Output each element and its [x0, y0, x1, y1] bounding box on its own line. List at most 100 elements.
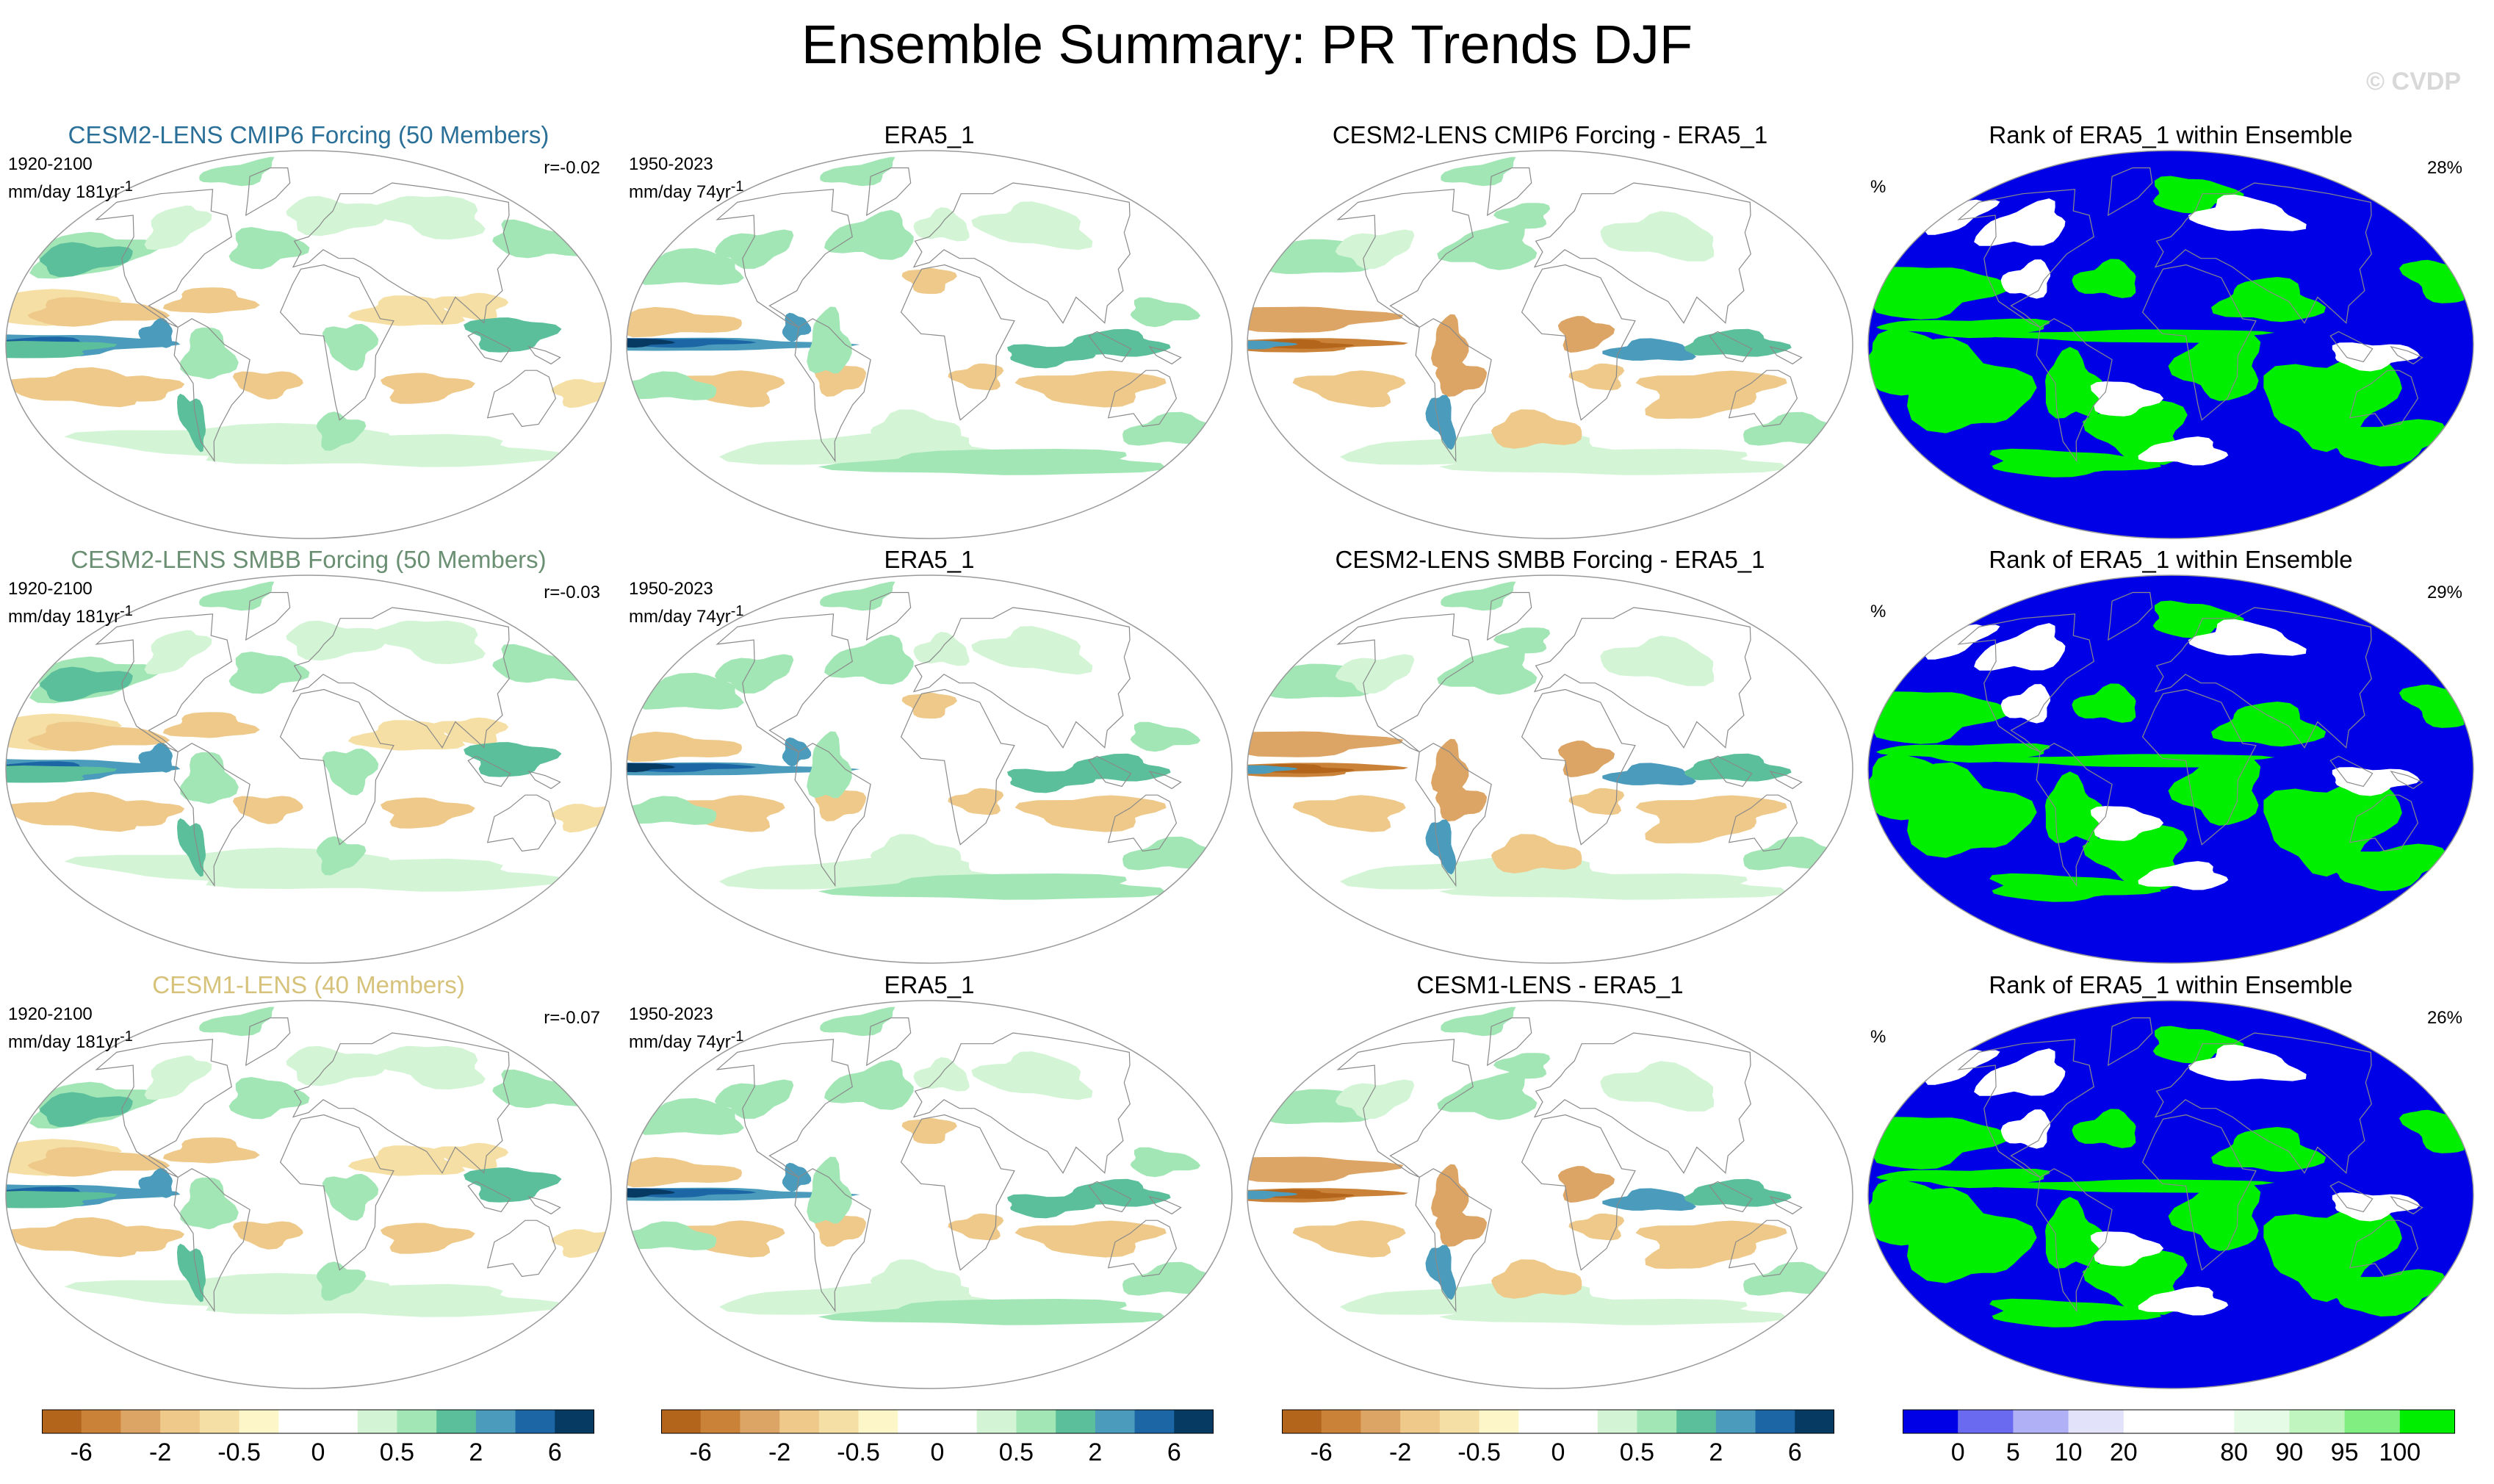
field-contour	[199, 1006, 275, 1037]
colorbar-frame	[42, 1409, 594, 1434]
colorbar-tick-label: -2	[1389, 1438, 1412, 1466]
field-contour	[2138, 436, 2229, 466]
coastline	[1957, 189, 2094, 328]
field-contour	[180, 752, 239, 804]
coastline	[2036, 1168, 2113, 1313]
colorbar-swatch	[976, 1410, 1017, 1433]
field-contour	[11, 367, 139, 408]
coastline	[2329, 1181, 2374, 1213]
field-contour	[1568, 1213, 1625, 1241]
coastline	[2036, 743, 2113, 887]
period-label: 1920-2100 mm/day 181yr-1	[8, 1004, 133, 1052]
coastline	[95, 1039, 232, 1178]
period-label: 1920-2100 mm/day 181yr-1	[8, 579, 133, 627]
coastline	[1336, 189, 1474, 328]
field-contour	[1491, 1259, 1582, 1299]
coastline	[1148, 1195, 1182, 1215]
field-contour	[1925, 1049, 2000, 1085]
colorbar-swatch	[1016, 1410, 1056, 1433]
colorbar-swatch	[700, 1410, 740, 1433]
field-contour	[206, 433, 561, 467]
map-border	[1247, 1000, 1853, 1389]
field-contour	[870, 834, 962, 874]
field-contour	[2332, 767, 2420, 796]
colorbar-swatch	[1597, 1410, 1637, 1433]
rank-percent: 29%	[2426, 583, 2462, 602]
coastline	[2349, 370, 2419, 428]
coastline	[1107, 1220, 1178, 1278]
colorbar-swatch	[1518, 1410, 1559, 1433]
field-contour	[1292, 795, 1406, 832]
field-contour	[2211, 702, 2327, 747]
field-contour	[1743, 1261, 1828, 1296]
trend-map	[626, 1000, 1233, 1389]
colorbar-swatch	[42, 1410, 82, 1433]
field-contour	[1568, 363, 1625, 391]
coastline	[912, 182, 1131, 324]
field-contour	[1679, 1178, 1792, 1207]
field-contour	[552, 1229, 606, 1258]
coastline	[1336, 613, 1474, 753]
coastline	[1533, 1032, 1751, 1174]
colorbar-tick-label: 0.5	[1619, 1438, 1655, 1466]
field-contour	[1868, 1179, 1964, 1246]
colorbar-swatch	[2068, 1410, 2124, 1433]
field-contour	[632, 371, 717, 400]
field-contour	[1130, 1147, 1201, 1178]
coastline	[95, 189, 232, 328]
colorbar-swatch	[239, 1410, 279, 1433]
coastline	[292, 182, 510, 324]
field-contour	[1247, 1190, 1298, 1200]
percent-unit-label: %	[1870, 177, 1886, 197]
field-contour	[27, 1147, 170, 1177]
field-contour	[144, 205, 212, 251]
field-contour	[901, 267, 957, 295]
field-contour	[1438, 1299, 1786, 1325]
field-contour	[820, 156, 895, 187]
colorbar-swatch	[661, 1410, 702, 1433]
field-contour	[199, 581, 275, 611]
colorbar-tick-label: -0.5	[217, 1438, 261, 1466]
percent-unit-label: %	[1870, 1027, 1886, 1047]
coastline	[865, 1017, 912, 1067]
field-contour	[1014, 1220, 1167, 1258]
coastline	[1107, 794, 1178, 852]
colorbar-frame	[1903, 1409, 2455, 1434]
colorbar-swatch	[2344, 1410, 2401, 1433]
coastline	[1709, 331, 1753, 363]
field-contour	[1441, 156, 1516, 187]
colorbar-swatch	[2179, 1410, 2235, 1433]
field-contour	[2168, 757, 2261, 826]
colorbar-tick-label: 5	[2005, 1438, 2020, 1466]
field-contour	[1435, 356, 1488, 397]
field-contour	[322, 323, 379, 371]
colorbar-swatch	[818, 1410, 859, 1433]
panel-title: CESM2-LENS CMIP6 Forcing - ERA5_1	[1332, 121, 1768, 148]
field-contour	[2399, 684, 2465, 728]
field-contour	[627, 306, 743, 338]
field-contour	[824, 634, 914, 685]
panel-row1-rank: Rank of ERA5_1 within Ensemble % 28%	[1866, 121, 2476, 544]
field-contour	[642, 672, 744, 710]
field-contour	[2332, 1192, 2420, 1222]
coastline	[2390, 770, 2423, 790]
colorbar-tick-label: 90	[2275, 1438, 2304, 1466]
colorbar-tick-label: -6	[1310, 1438, 1333, 1466]
field-contour	[820, 1006, 895, 1037]
field-contour	[1441, 1006, 1516, 1037]
coastline	[2390, 1195, 2423, 1215]
field-contour	[11, 791, 139, 832]
field-contour	[40, 242, 133, 278]
trend-map	[5, 150, 612, 539]
field-contour	[948, 1213, 1004, 1241]
coastline	[1486, 591, 1532, 641]
field-contour	[901, 1117, 957, 1145]
colorbar-tick-label: 6	[1167, 1438, 1181, 1466]
coastline	[1957, 1039, 2094, 1178]
field-contour	[2263, 1204, 2402, 1303]
field-contour	[228, 1077, 310, 1120]
field-contour	[180, 327, 239, 380]
map-border	[1247, 574, 1853, 964]
map-border	[1867, 1000, 2474, 1389]
coastline	[2349, 794, 2419, 852]
